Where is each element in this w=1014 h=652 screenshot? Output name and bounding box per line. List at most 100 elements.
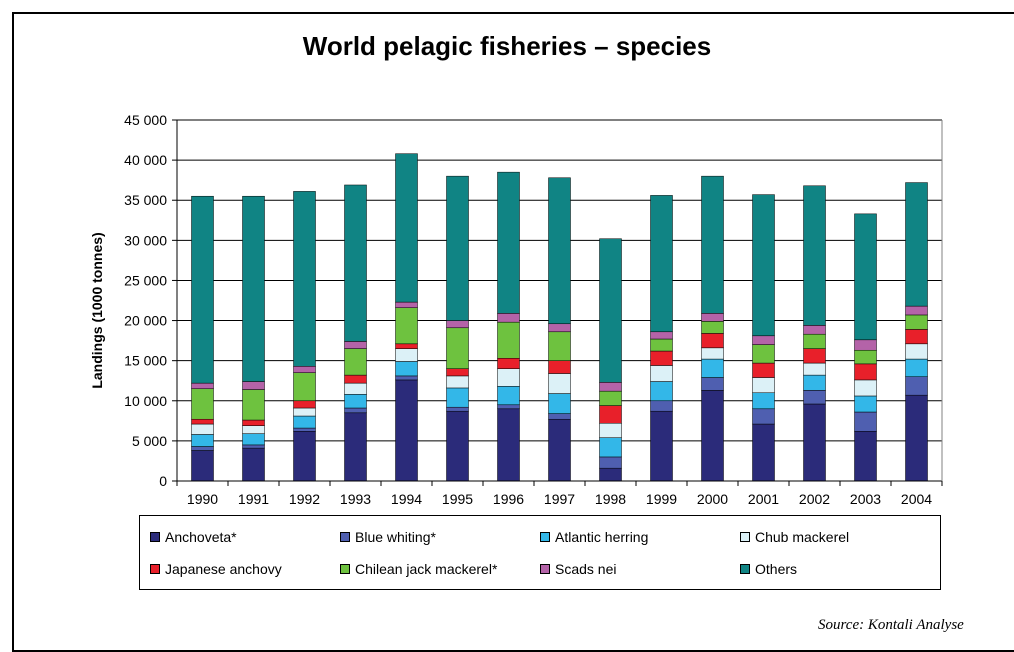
x-tick-label: 2003 <box>850 491 881 507</box>
y-tick-label: 5 000 <box>132 433 167 449</box>
bar-segment <box>752 392 775 410</box>
y-tick-label: 15 000 <box>124 353 167 369</box>
legend-item: Anchoveta* <box>150 529 237 545</box>
bar-segment <box>497 408 520 482</box>
chart-legend: Anchoveta* Blue whiting* Atlantic herring C… <box>139 515 941 590</box>
bar-segment <box>650 331 673 340</box>
bar-segment <box>905 358 928 377</box>
x-tick-label: 1998 <box>595 491 626 507</box>
source-note: Source: Kontali Analyse <box>818 617 964 633</box>
bar-segment <box>650 338 673 352</box>
bar-segment <box>497 171 520 314</box>
bar-segment <box>446 320 469 329</box>
bar-segment <box>803 333 826 349</box>
legend-label: Japanese anchovy <box>165 561 282 577</box>
bar-segment <box>446 410 469 482</box>
legend-label: Scads nei <box>555 561 617 577</box>
bar-segment <box>905 329 928 345</box>
bar-segment <box>293 427 316 432</box>
legend-item: Japanese anchovy <box>150 561 282 577</box>
bar-segment <box>803 403 826 482</box>
x-tick-label: 2001 <box>748 491 779 507</box>
bar-segment <box>650 365 673 382</box>
bar-segment <box>293 191 316 367</box>
bar-segment <box>395 307 418 345</box>
bar-segment <box>803 362 826 376</box>
bar-segment <box>905 314 928 330</box>
bar-segment <box>650 195 673 333</box>
bar-segment <box>446 327 469 369</box>
legend-item: Chub mackerel <box>740 529 849 545</box>
bar-segment <box>293 372 316 402</box>
bar-segment <box>803 374 826 391</box>
x-tick-label: 1995 <box>442 491 473 507</box>
bar-segment <box>599 456 622 469</box>
bar-segment <box>395 343 418 349</box>
legend-item: Atlantic herring <box>540 529 648 545</box>
x-tick-label: 1990 <box>187 491 218 507</box>
bar-segment <box>701 377 724 391</box>
bar-segment <box>191 423 214 435</box>
y-tick-label: 40 000 <box>124 152 167 168</box>
legend-swatch <box>150 532 160 542</box>
bar-segment <box>854 411 877 432</box>
bar-segment <box>854 431 877 482</box>
bar-segment <box>497 313 520 323</box>
bar-segment <box>905 182 928 307</box>
bar-segment <box>548 323 571 333</box>
y-tick-label: 35 000 <box>124 192 167 208</box>
bar-segment <box>701 313 724 322</box>
bar-segment <box>854 363 877 381</box>
bar-segment <box>905 394 928 482</box>
bar-segment <box>752 408 775 425</box>
bar-segment <box>752 344 775 364</box>
bar-segment <box>599 467 622 482</box>
bar-segment <box>395 375 418 381</box>
legend-swatch <box>540 532 550 542</box>
legend-label: Atlantic herring <box>555 529 649 545</box>
bar-segment <box>752 335 775 345</box>
bar-segment <box>344 407 367 414</box>
bar-segment <box>497 321 520 359</box>
bar-segment <box>701 347 724 360</box>
y-tick-label: 45 000 <box>124 112 167 128</box>
bar-segment <box>701 358 724 378</box>
x-tick-label: 1991 <box>238 491 269 507</box>
bar-segment <box>905 305 928 316</box>
legend-item: Chilean jack mackerel* <box>340 561 497 577</box>
bar-segment <box>548 373 571 394</box>
bar-segment <box>905 343 928 360</box>
bar-segment <box>446 375 469 389</box>
legend-item: Blue whiting* <box>340 529 436 545</box>
legend-label: Chub mackerel <box>755 529 850 545</box>
legend-label: Chilean jack mackerel* <box>355 561 498 577</box>
bar-segment <box>701 175 724 314</box>
y-tick-label: 0 <box>159 473 167 489</box>
bar-segment <box>293 407 316 417</box>
legend-item: Scads nei <box>540 561 616 577</box>
bar-segment <box>497 358 520 369</box>
bar-segment <box>191 418 214 425</box>
bar-segment <box>599 238 622 383</box>
bar-segment <box>854 395 877 413</box>
bar-segment <box>191 382 214 389</box>
bar-segment <box>905 376 928 396</box>
legend-swatch <box>740 532 750 542</box>
bar-segment <box>446 368 469 377</box>
bar-segment <box>548 331 571 361</box>
bar-segment <box>191 388 214 420</box>
bar-segment <box>395 301 418 308</box>
bar-segment <box>497 404 520 410</box>
legend-swatch <box>340 532 350 542</box>
bar-segment <box>548 413 571 420</box>
bar-segment <box>242 389 265 421</box>
bar-segment <box>344 382 367 395</box>
legend-swatch <box>740 564 750 574</box>
bar-segment <box>446 175 469 321</box>
bar-segment <box>242 447 265 482</box>
bar-segment <box>854 213 877 341</box>
bar-segment <box>599 390 622 406</box>
bar-segment <box>242 433 265 446</box>
bar-segment <box>344 394 367 409</box>
y-tick-label: 20 000 <box>124 313 167 329</box>
